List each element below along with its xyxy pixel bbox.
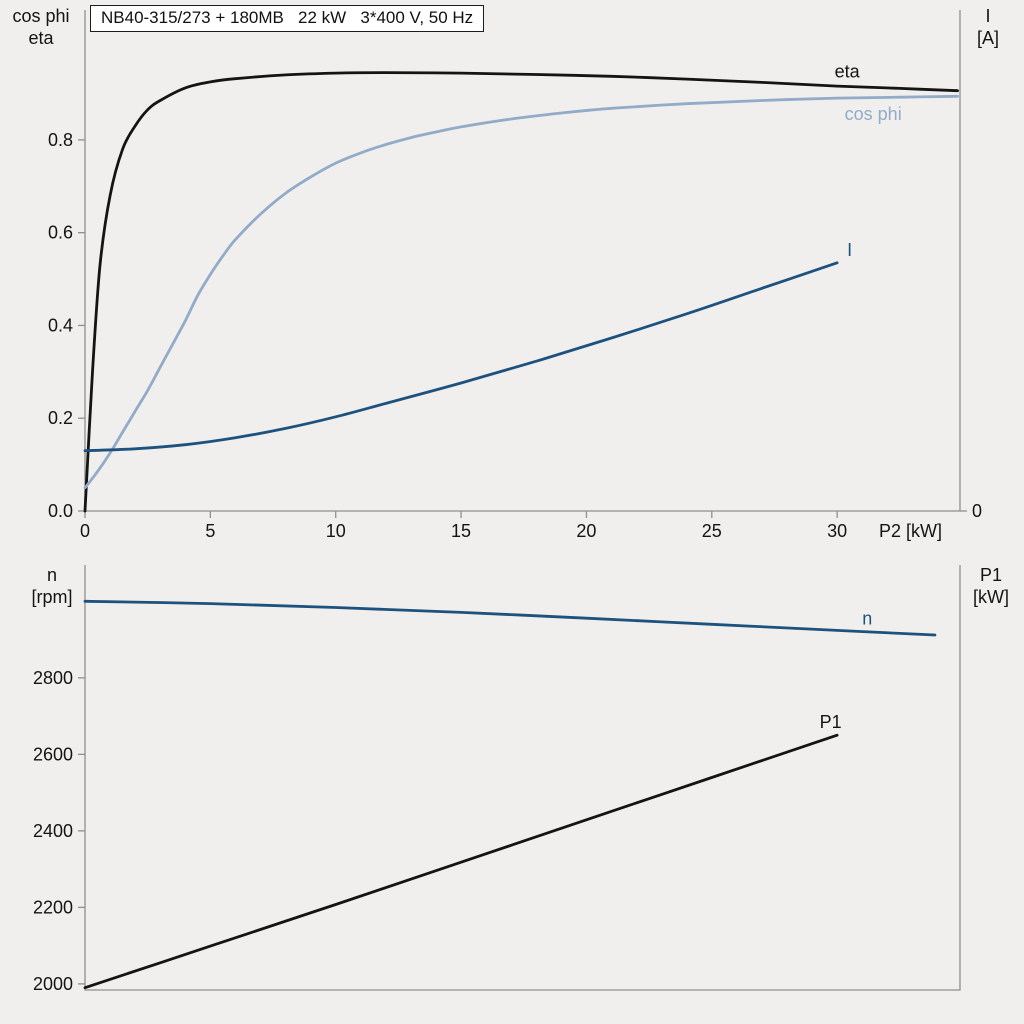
top-chart-left-axis-title-line2: eta (28, 28, 54, 48)
top-chart-x-axis-title: P2 [kW] (879, 521, 942, 541)
y-tick-label-left: 2600 (33, 744, 73, 764)
x-tick-label: 15 (451, 521, 471, 541)
y-tick-label-left: 0.8 (48, 130, 73, 150)
y-tick-label-left: 2200 (33, 897, 73, 917)
x-tick-label: 30 (827, 521, 847, 541)
y-tick-label-left: 0.6 (48, 223, 73, 243)
x-tick-label: 0 (80, 521, 90, 541)
x-tick-label: 10 (326, 521, 346, 541)
bottom-chart-left-axis-title-line1: n (47, 565, 57, 585)
series-label-cos-phi: cos phi (845, 104, 902, 124)
top-chart-right-axis-title-line1: I (985, 6, 990, 26)
x-tick-label: 20 (576, 521, 596, 541)
y-tick-label-left: 0.2 (48, 408, 73, 428)
top-chart-left-axis-title-line1: cos phi (12, 6, 69, 26)
series-label-eta: eta (835, 61, 861, 81)
y-tick-label-left: 2000 (33, 974, 73, 994)
series-label-p1: P1 (820, 712, 842, 732)
x-tick-label: 5 (205, 521, 215, 541)
axis-frame (84, 10, 961, 512)
x-tick-label: 25 (702, 521, 722, 541)
series-curve-eta (83, 71, 959, 513)
y-tick-label-left: 0.4 (48, 315, 73, 335)
y-tick-label-left: 2800 (33, 668, 73, 688)
y-tick-label-left: 2400 (33, 821, 73, 841)
series-curve-p1 (83, 733, 839, 990)
series-curve-i (83, 261, 839, 453)
bottom-chart: 20002200240026002800010203040nP1 (33, 565, 961, 994)
y-tick-label-left: 0.0 (48, 501, 73, 521)
top-chart-right-axis-title-line2: [A] (977, 28, 999, 48)
axis-frame (84, 565, 961, 991)
bottom-chart-right-axis-title-line1: P1 (980, 565, 1002, 585)
series-label-i: I (847, 240, 852, 260)
y-tick-label-right: 0 (972, 501, 982, 521)
chart-title-box: NB40-315/273 + 180MB 22 kW 3*400 V, 50 H… (90, 5, 485, 32)
bottom-chart-right-axis-title-line2: [kW] (973, 587, 1009, 607)
series-curve-n (83, 599, 937, 637)
bottom-chart-left-axis-title-line2: [rpm] (31, 587, 72, 607)
series-curve-cos-phi (83, 94, 959, 490)
top-chart: 0510152025300.00.20.40.60.8020406080etac… (48, 10, 982, 541)
series-label-n: n (862, 608, 872, 628)
